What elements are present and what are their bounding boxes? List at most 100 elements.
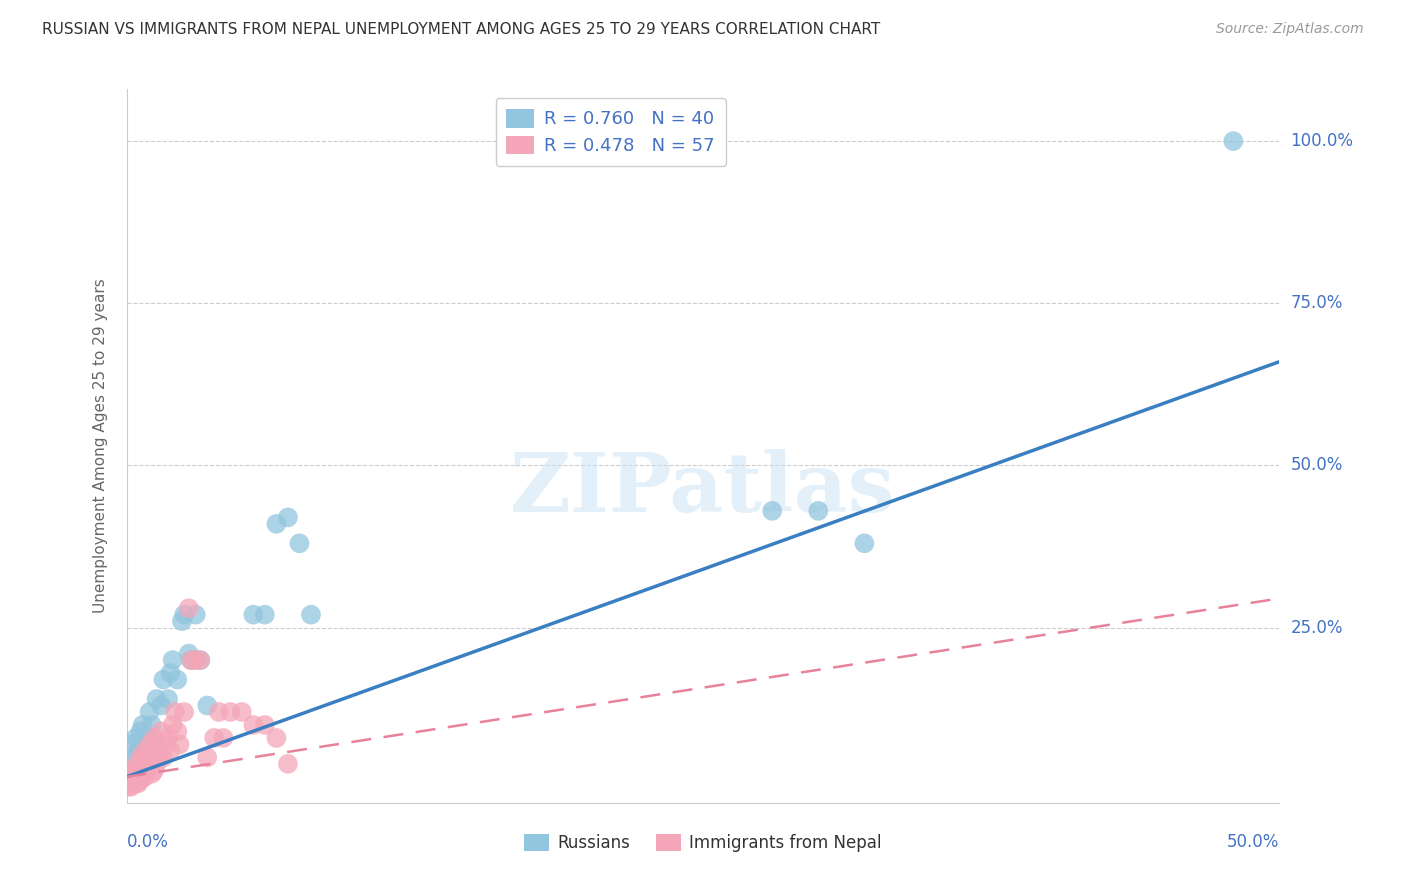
Point <box>188 653 211 667</box>
Text: 25.0%: 25.0% <box>1291 619 1343 637</box>
Y-axis label: Unemployment Among Ages 25 to 29 years: Unemployment Among Ages 25 to 29 years <box>93 278 108 614</box>
Point <box>122 776 145 790</box>
Point <box>131 718 153 732</box>
Point <box>219 705 242 719</box>
Point <box>288 536 311 550</box>
Point <box>129 724 152 739</box>
Point <box>169 738 191 752</box>
Point <box>166 673 188 687</box>
Point <box>127 756 149 771</box>
Text: 50.0%: 50.0% <box>1291 457 1343 475</box>
Point <box>157 692 180 706</box>
Point <box>134 744 156 758</box>
Point <box>145 738 167 752</box>
Point <box>173 705 195 719</box>
Point <box>131 770 153 784</box>
Text: 100.0%: 100.0% <box>1291 132 1354 150</box>
Point <box>122 770 145 784</box>
Point <box>148 750 170 764</box>
Text: 0.0%: 0.0% <box>127 833 169 851</box>
Point <box>212 731 235 745</box>
Point <box>136 731 159 745</box>
Point <box>166 724 188 739</box>
Point <box>184 653 207 667</box>
Point <box>242 718 264 732</box>
Text: 75.0%: 75.0% <box>1291 294 1343 312</box>
Point <box>1222 134 1244 148</box>
Point <box>761 504 783 518</box>
Point <box>141 744 163 758</box>
Point <box>170 614 193 628</box>
Point <box>134 750 156 764</box>
Point <box>120 780 142 794</box>
Point <box>162 653 184 667</box>
Point <box>129 750 152 764</box>
Point <box>180 653 202 667</box>
Point <box>208 705 231 719</box>
Point <box>152 673 174 687</box>
Point <box>125 766 148 780</box>
Point <box>141 718 163 732</box>
Point <box>127 776 149 790</box>
Point <box>188 653 211 667</box>
Point <box>202 731 225 745</box>
Point <box>177 601 200 615</box>
Point <box>127 744 149 758</box>
Point <box>145 692 167 706</box>
Point <box>173 607 195 622</box>
Point <box>129 764 152 778</box>
Point <box>807 504 830 518</box>
Point <box>122 764 145 778</box>
Point <box>118 770 141 784</box>
Point <box>138 705 160 719</box>
Point <box>120 766 142 780</box>
Point <box>136 750 159 764</box>
Point <box>162 718 184 732</box>
Text: RUSSIAN VS IMMIGRANTS FROM NEPAL UNEMPLOYMENT AMONG AGES 25 TO 29 YEARS CORRELAT: RUSSIAN VS IMMIGRANTS FROM NEPAL UNEMPLO… <box>42 22 880 37</box>
Text: Source: ZipAtlas.com: Source: ZipAtlas.com <box>1216 22 1364 37</box>
Point <box>138 756 160 771</box>
Point <box>122 750 145 764</box>
Point <box>155 738 177 752</box>
Point <box>242 607 264 622</box>
Point <box>231 705 253 719</box>
Point <box>152 750 174 764</box>
Point <box>150 724 173 739</box>
Point <box>299 607 322 622</box>
Point <box>143 731 166 745</box>
Text: 50.0%: 50.0% <box>1227 833 1279 851</box>
Point <box>277 510 299 524</box>
Point <box>131 756 153 771</box>
Point <box>159 666 181 681</box>
Point <box>143 738 166 752</box>
Point <box>266 731 288 745</box>
Point <box>195 750 218 764</box>
Point <box>180 653 202 667</box>
Point <box>129 773 152 788</box>
Point <box>125 731 148 745</box>
Legend: Russians, Immigrants from Nepal: Russians, Immigrants from Nepal <box>517 827 889 859</box>
Point <box>145 756 167 771</box>
Point <box>163 705 186 719</box>
Point <box>118 770 141 784</box>
Point <box>266 516 288 531</box>
Point <box>853 536 876 550</box>
Point <box>118 776 141 790</box>
Point <box>159 744 181 758</box>
Point <box>277 756 299 771</box>
Point <box>253 607 276 622</box>
Point <box>138 738 160 752</box>
Point <box>141 766 163 780</box>
Point <box>195 698 218 713</box>
Point <box>253 718 276 732</box>
Text: ZIPatlas: ZIPatlas <box>510 449 896 529</box>
Point <box>120 738 142 752</box>
Point <box>118 780 141 794</box>
Point <box>143 764 166 778</box>
Point <box>150 698 173 713</box>
Point <box>136 764 159 778</box>
Point <box>134 770 156 784</box>
Point <box>129 756 152 771</box>
Point <box>125 760 148 774</box>
Point <box>120 773 142 788</box>
